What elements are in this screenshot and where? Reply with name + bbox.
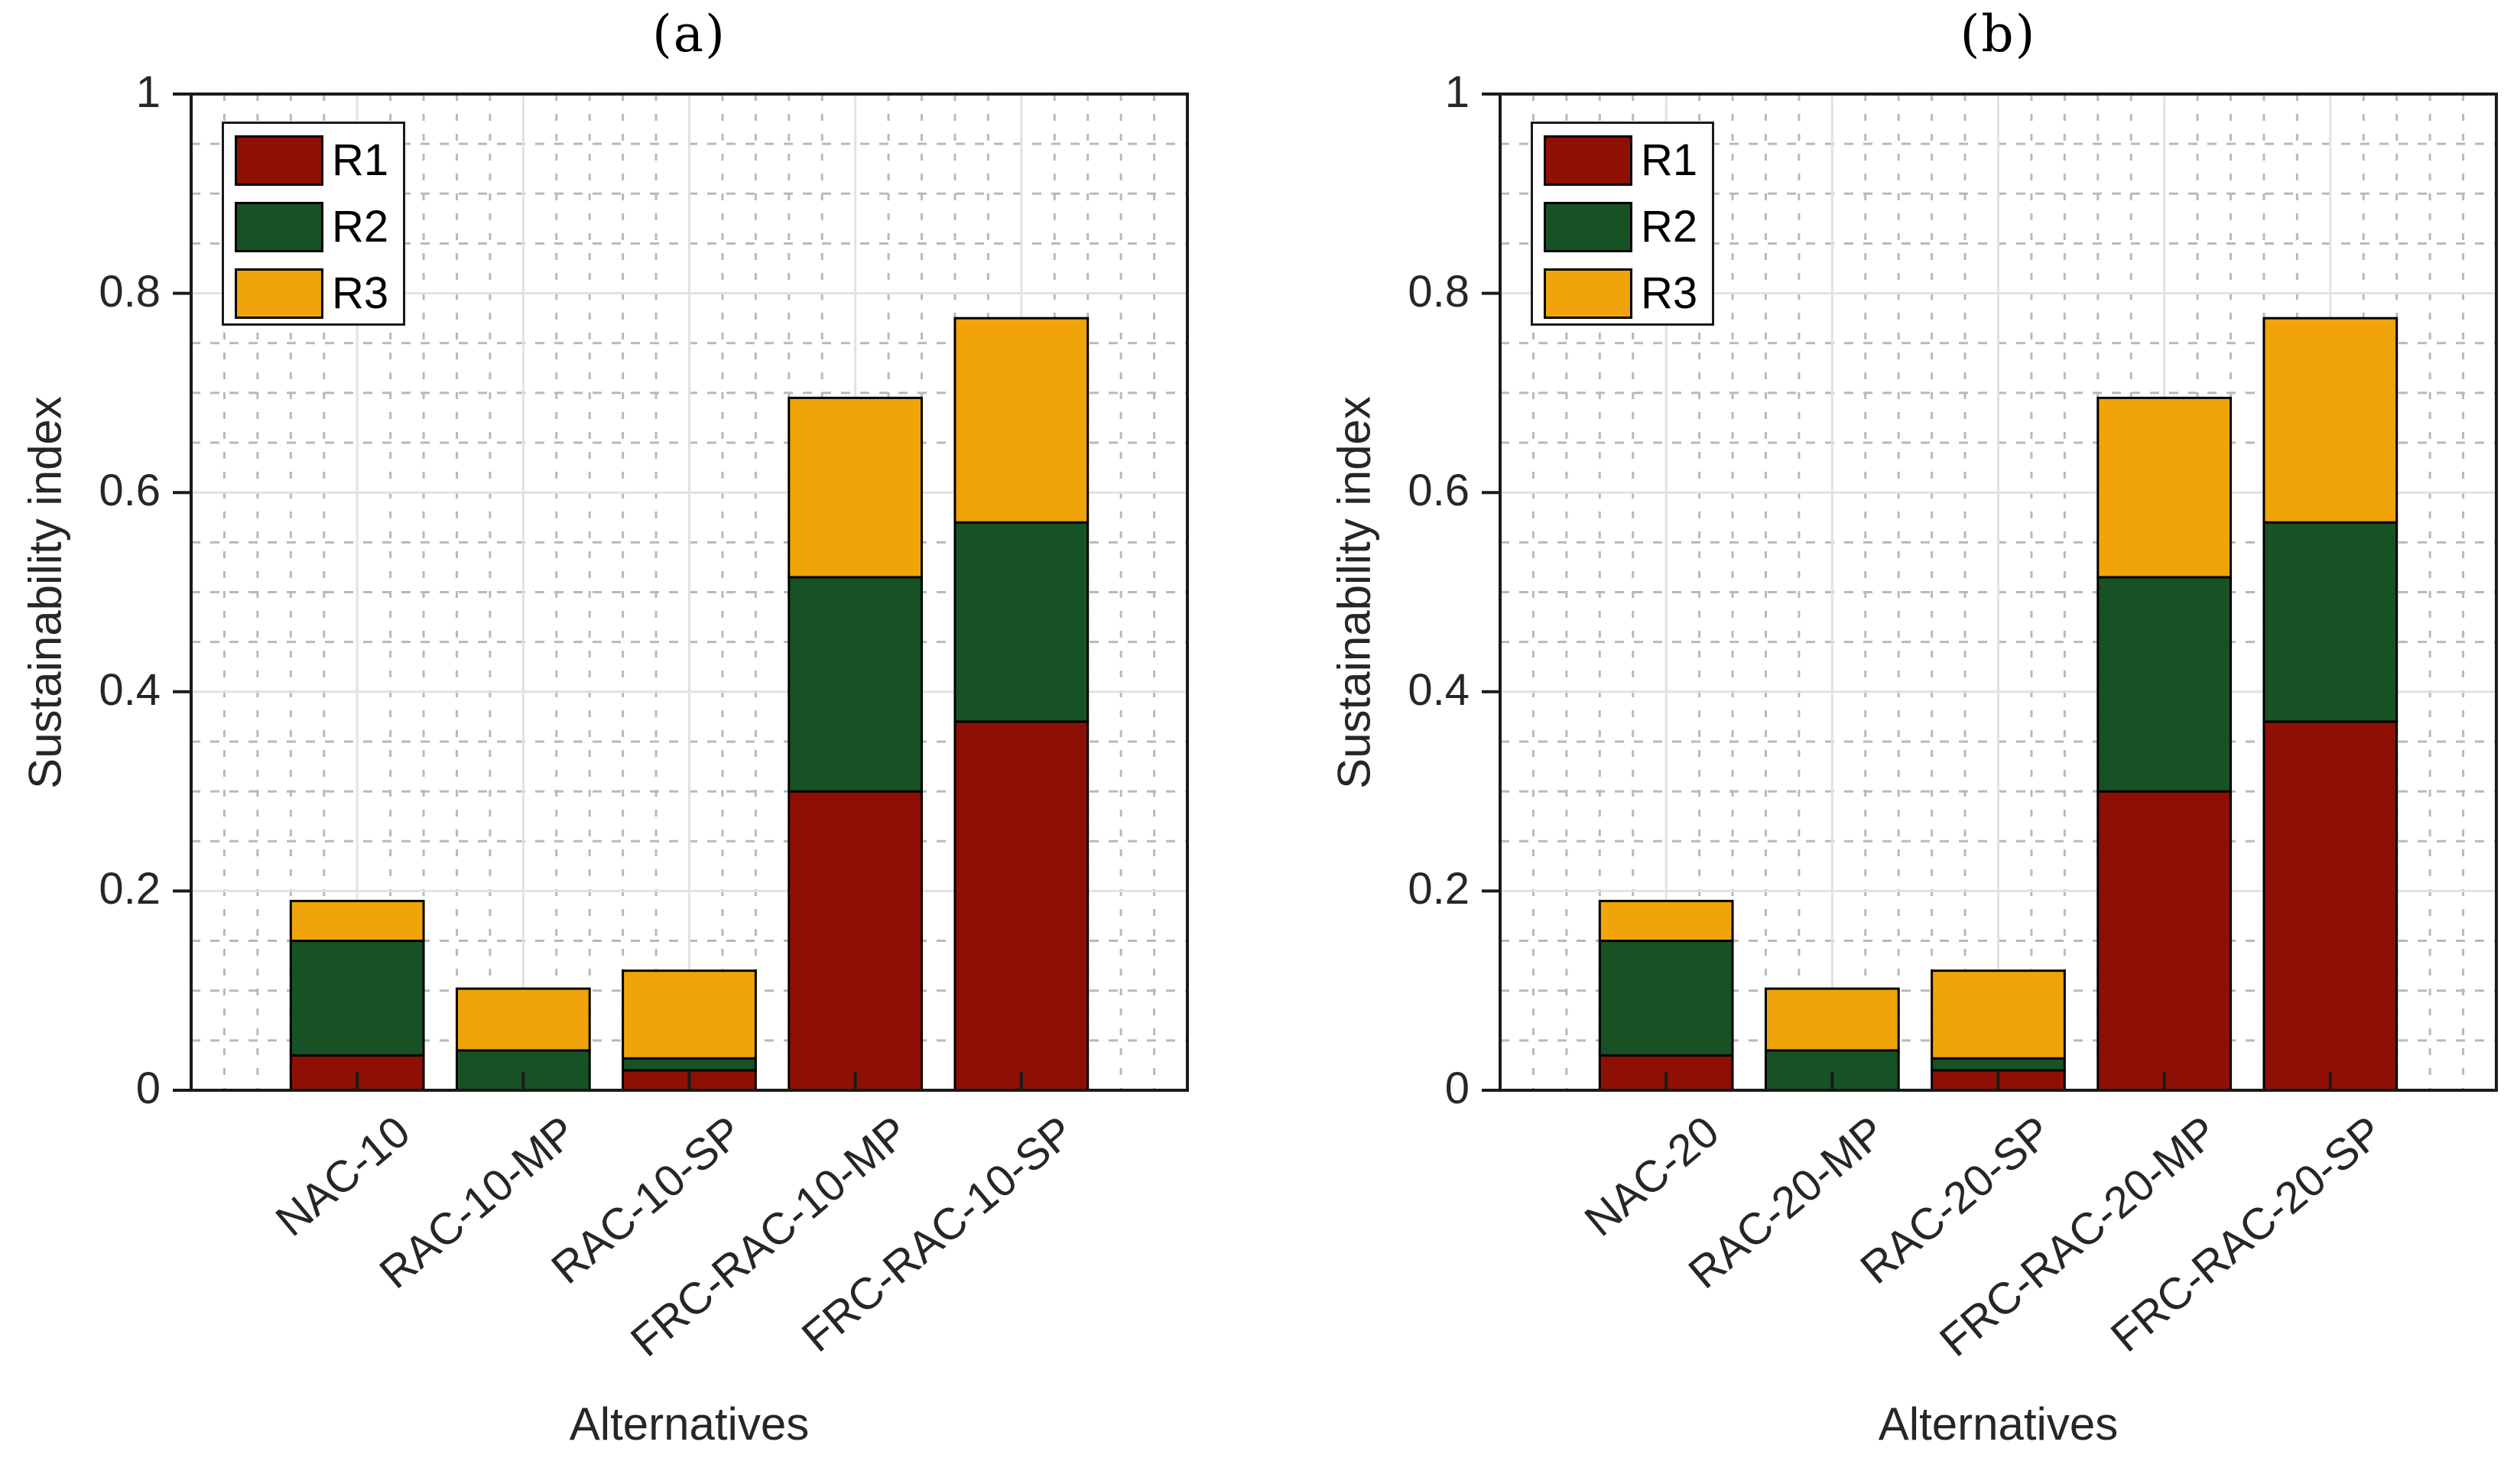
bar-RAC-10-SP-R3-segment — [622, 969, 757, 1060]
legend-label: R1 — [1641, 135, 1698, 185]
legend-swatch-R2 — [235, 202, 323, 252]
y-tick-label: 0.6 — [99, 466, 161, 516]
bar-FRC-RAC-10-SP-R1-segment — [953, 720, 1090, 1092]
y-tick-label: 0.6 — [1408, 466, 1470, 516]
legend-swatch-R2 — [1544, 202, 1632, 252]
legend-swatch-R3 — [1544, 268, 1632, 319]
x-tick-label-FRC-RAC-10-SP: FRC-RAC-10-SP — [792, 1106, 1083, 1362]
bar-FRC-RAC-10-MP-R3-segment — [788, 396, 924, 579]
x-axis-label: Alternatives — [1878, 1398, 2119, 1450]
bar-RAC-20-SP-R3-segment — [1931, 969, 2066, 1060]
x-tick-label-NAC-10: NAC-10 — [266, 1106, 420, 1246]
bar-NAC-20-R3-segment — [1598, 899, 1734, 943]
bar-FRC-RAC-20-SP-R2-segment — [2262, 521, 2398, 723]
x-tick-label-FRC-RAC-10-MP: FRC-RAC-10-MP — [621, 1106, 917, 1367]
plot-area-a — [173, 93, 1189, 1092]
plot-svg — [1482, 93, 2498, 1092]
x-tick-label-NAC-20: NAC-20 — [1575, 1106, 1729, 1246]
y-tick-label: 0.8 — [1408, 266, 1470, 317]
bar-FRC-RAC-10-MP-R1-segment — [788, 790, 924, 1092]
legend: R1 R2 R3 — [1531, 122, 1714, 326]
plot-svg — [173, 93, 1189, 1092]
legend-swatch-R1 — [235, 135, 323, 186]
bar-FRC-RAC-20-MP-R1-segment — [2096, 790, 2233, 1092]
x-tick-label-FRC-RAC-20-MP: FRC-RAC-20-MP — [1930, 1106, 2226, 1367]
legend-row-R1: R1 — [1544, 135, 1697, 186]
legend-label: R3 — [332, 268, 389, 318]
y-tick-label: 1 — [135, 67, 161, 117]
y-tick-label: 0.4 — [99, 664, 161, 715]
bar-NAC-10-R2-segment — [289, 940, 425, 1057]
legend-label: R2 — [1641, 202, 1698, 252]
bar-FRC-RAC-10-MP-R2-segment — [788, 576, 924, 793]
legend-label: R3 — [1641, 268, 1698, 318]
bar-FRC-RAC-20-SP-R3-segment — [2262, 317, 2398, 524]
bar-FRC-RAC-10-SP-R2-segment — [953, 521, 1090, 723]
bar-NAC-20-R2-segment — [1598, 940, 1734, 1057]
x-axis-label: Alternatives — [569, 1398, 810, 1450]
axes-frame — [190, 93, 1189, 1092]
y-tick-label: 0 — [135, 1063, 161, 1113]
legend: R1 R2 R3 — [222, 122, 405, 326]
y-tick-label: 0.8 — [99, 266, 161, 317]
legend-row-R3: R3 — [235, 268, 388, 319]
legend-swatch-R1 — [1544, 135, 1632, 186]
y-axis-label: Sustainability index — [1328, 395, 1379, 789]
legend-row-R2: R2 — [1544, 202, 1697, 252]
subplot-title-1: (b) — [1960, 5, 2037, 63]
bar-FRC-RAC-20-MP-R2-segment — [2096, 576, 2233, 793]
bar-RAC-10-MP-R3-segment — [455, 987, 591, 1052]
bar-RAC-20-MP-R3-segment — [1764, 987, 1900, 1052]
legend-row-R1: R1 — [235, 135, 388, 186]
y-tick-label: 1 — [1444, 67, 1470, 117]
y-tick-label: 0.2 — [99, 864, 161, 914]
y-tick-label: 0 — [1444, 1063, 1470, 1113]
x-tick-label-FRC-RAC-20-SP: FRC-RAC-20-SP — [2101, 1106, 2392, 1362]
subplot-title-0: (a) — [652, 5, 726, 63]
legend-label: R2 — [332, 202, 389, 252]
legend-swatch-R3 — [235, 268, 323, 319]
legend-row-R3: R3 — [1544, 268, 1697, 319]
legend-label: R1 — [332, 135, 389, 185]
y-tick-label: 0.2 — [1408, 864, 1470, 914]
y-tick-label: 0.4 — [1408, 664, 1470, 715]
legend-row-R2: R2 — [235, 202, 388, 252]
bar-NAC-10-R3-segment — [289, 899, 425, 943]
bar-RAC-20-SP-R2-segment — [1931, 1057, 2066, 1072]
plot-area-b — [1482, 93, 2498, 1092]
y-axis-label: Sustainability index — [19, 395, 70, 789]
bar-FRC-RAC-20-MP-R3-segment — [2096, 396, 2233, 579]
axes-frame — [1499, 93, 2498, 1092]
bar-RAC-10-SP-R2-segment — [622, 1057, 757, 1072]
bar-FRC-RAC-20-SP-R1-segment — [2262, 720, 2398, 1092]
bar-FRC-RAC-10-SP-R3-segment — [953, 317, 1090, 524]
